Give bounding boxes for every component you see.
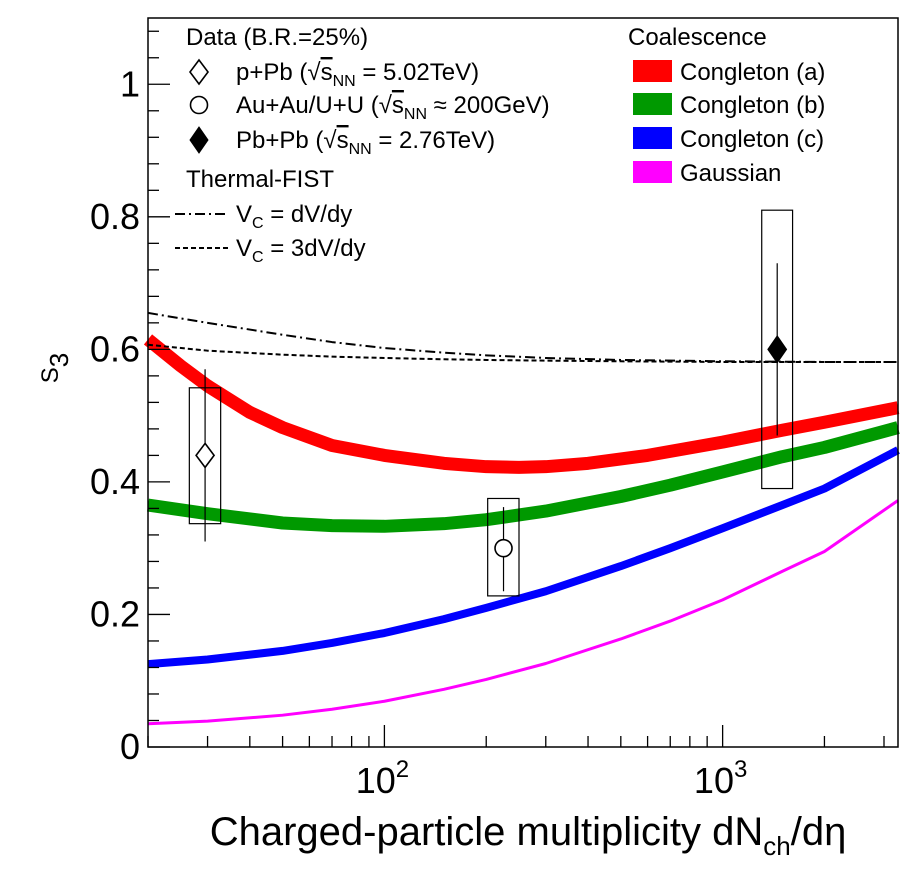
point-pb-pb-sys-box <box>761 209 794 490</box>
legend-swatch-gaussian <box>633 161 672 183</box>
y-tick-label: 0.6 <box>90 328 140 369</box>
legend-coal-header: Coalescence <box>628 24 767 51</box>
open-diamond-icon <box>189 58 209 86</box>
legend-entry-vc-dvdy-label: VC = dV/dy <box>236 201 352 232</box>
legend-entry-ppb: p+Pb (√sNN = 5.02TeV) <box>189 58 479 90</box>
series-line-thermal-fist-vc-dv-dy <box>147 311 898 363</box>
legend-data-header: Data (B.R.=25%) <box>186 24 368 51</box>
legend-entry-vc-3dvdy-label: VC = 3dV/dy <box>236 235 366 266</box>
legend-thermal-header: Thermal-FIST <box>186 166 334 193</box>
series-line-gaussian <box>147 499 899 726</box>
series-line-congleton-b <box>147 421 900 533</box>
legend-swatch-congleton-a <box>633 60 672 82</box>
series-line-congleton-c <box>147 446 900 669</box>
legend-entry-auau: Au+Au/U+U (√sNN ≈ 200GeV) <box>189 92 550 123</box>
legend-entry-auau-label: Au+Au/U+U (√sNN ≈ 200GeV) <box>236 92 550 123</box>
plot-frame <box>147 17 899 748</box>
legend-entry-pbpb: Pb+Pb (√sNN = 2.76TeV) <box>189 126 495 158</box>
legend-swatch-congleton-b <box>633 93 672 115</box>
sqrt-icon: √ <box>307 59 321 86</box>
axes-layer: 0 0.2 0.4 0.6 0.8 1 102 103 <box>90 17 899 801</box>
y-axis-title-main: S <box>37 367 64 383</box>
y-tick-label: 0.4 <box>90 461 140 502</box>
sqrt-icon: √ <box>379 92 393 119</box>
series-line-congleton-a <box>143 334 900 474</box>
curves-layer <box>143 311 900 726</box>
legend-entry-vc-3dvdy: VC = 3dV/dy <box>175 235 366 266</box>
legend-data: Data (B.R.=25%) p+Pb (√sNN = 5.02TeV) Au… <box>186 24 550 158</box>
legend-label-congleton-b: Congleton (b) <box>680 92 825 119</box>
series-line-thermal-fist-vc-3dv-dy <box>147 343 898 363</box>
legend-entry-ppb-label: p+Pb (√sNN = 5.02TeV) <box>236 59 479 90</box>
data-points-layer <box>188 209 794 597</box>
legend-coalescence: Coalescence Congleton (a) Congleton (b) … <box>628 24 825 187</box>
filled-diamond-icon <box>189 126 209 154</box>
x-axis-title: Charged-particle multiplicity dNch/dη <box>210 810 847 861</box>
y-tick-label: 0 <box>120 726 140 767</box>
x-axis-title-main: Charged-particle multiplicity dN <box>210 810 764 854</box>
y-tick-label: 0.8 <box>90 196 140 237</box>
legend-label-congleton-a: Congleton (a) <box>680 59 825 86</box>
point-au-au-u-u-sys-box <box>487 497 520 597</box>
y-tick-label: 0.2 <box>90 593 140 634</box>
point-pb-pb-marker <box>767 334 788 364</box>
y-tick-label: 1 <box>120 63 140 104</box>
sqrt-icon: √ <box>323 127 337 154</box>
legend-label-gaussian: Gaussian <box>680 160 781 187</box>
y-axis-title-sub: 3 <box>44 353 74 367</box>
x-tick-label: 103 <box>694 756 747 801</box>
y-axis-title: S3 <box>37 353 74 383</box>
point-au-au-u-u-marker <box>494 538 513 558</box>
legend-label-congleton-c: Congleton (c) <box>680 126 824 153</box>
x-axis-title-tail: /dη <box>791 810 847 854</box>
legend-swatch-congleton-c <box>633 127 672 149</box>
x-tick-label: 102 <box>356 756 409 801</box>
open-circle-icon <box>189 95 209 115</box>
legend-entry-pbpb-label: Pb+Pb (√sNN = 2.76TeV) <box>236 127 495 158</box>
point-p-pb-marker <box>195 442 216 469</box>
x-axis-title-sub: ch <box>763 831 790 861</box>
legend-entry-vc-dvdy: VC = dV/dy <box>175 201 352 232</box>
legend-thermal: Thermal-FIST VC = dV/dy VC = 3dV/dy <box>175 166 366 266</box>
